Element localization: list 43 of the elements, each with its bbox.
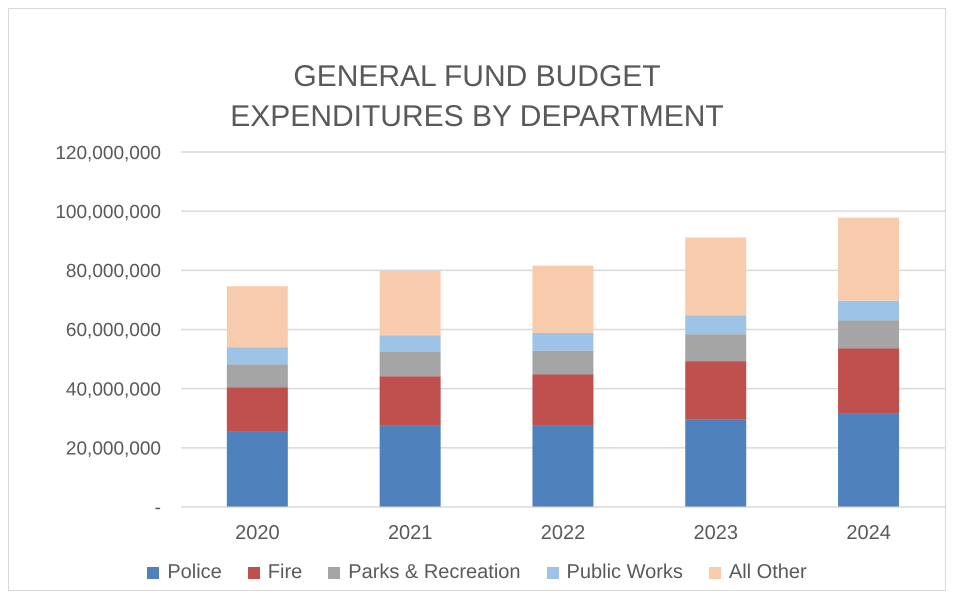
bar [838,218,900,301]
y-tick-label: 20,000,000 [66,438,161,460]
y-tick-label: 40,000,000 [66,379,161,400]
x-tick-label: 2024 [846,522,891,544]
x-tick-label: 2021 [388,522,432,544]
y-tick-label: 80,000,000 [66,261,161,282]
bar [532,266,594,334]
bar [532,374,594,426]
bar [226,432,288,507]
bar [532,350,594,374]
bar [226,387,288,432]
x-tick-label: 2023 [694,522,738,544]
bar [380,270,441,336]
y-tick-label: 100,000,000 [55,202,161,223]
bar [685,419,746,507]
bar [532,333,594,351]
bar [226,286,288,348]
bar [380,335,441,352]
bar [685,334,746,362]
bar [838,414,900,507]
legend-label: Police [167,561,222,584]
x-tick-label: 2020 [235,522,280,544]
bar [685,361,746,420]
bar [838,300,900,320]
bar [685,237,746,316]
bar [226,364,288,388]
bar [226,347,288,364]
y-tick-label: - [154,498,161,519]
legend-label: Parks & Recreation [348,561,521,584]
legend-label: All Other [728,561,807,584]
bar [380,376,441,426]
x-tick-label: 2022 [540,522,586,544]
bar [380,352,441,376]
legend-label: Fire [268,561,302,584]
bar [838,320,900,348]
bar [532,426,594,507]
bar [685,315,746,334]
chart-title: GENERAL FUND BUDGET EXPENDITURES BY DEPARTMENT [229,59,725,135]
y-tick-label: 120,000,000 [55,142,161,164]
legend-label: Public Works [566,561,683,584]
bar [380,426,441,507]
bar [838,348,900,414]
y-tick-label: 60,000,000 [66,320,161,342]
